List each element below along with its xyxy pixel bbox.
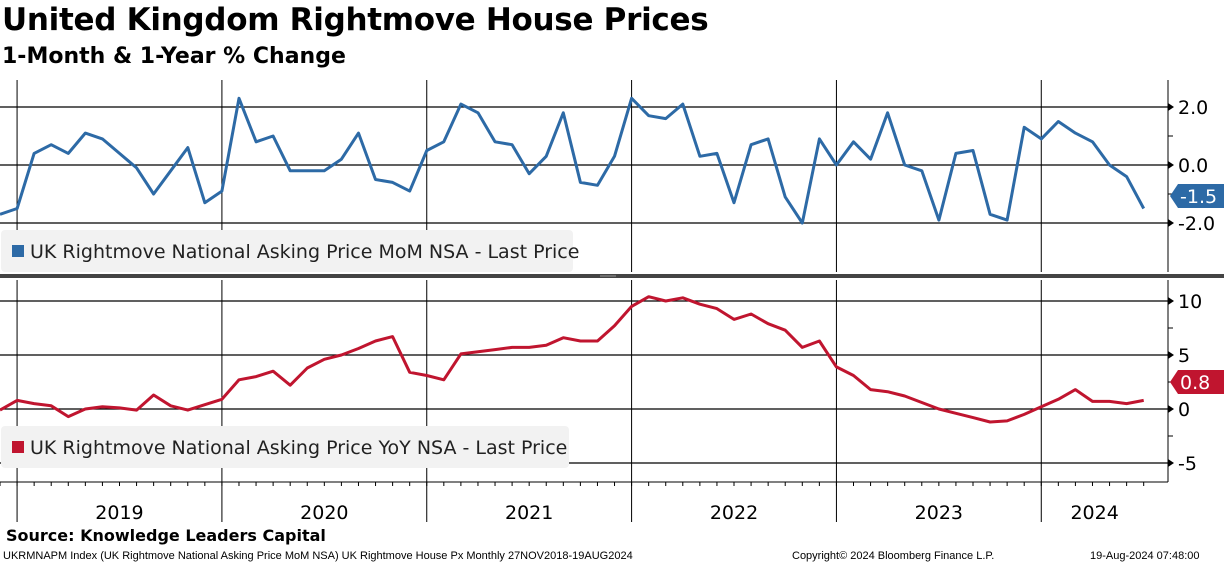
y-tick-label: 0.0 xyxy=(1178,155,1208,177)
legend-swatch xyxy=(12,245,24,257)
tick-arrow xyxy=(1168,459,1174,467)
x-year-label: 2023 xyxy=(915,502,963,524)
chart-title: United Kingdom Rightmove House Prices xyxy=(2,2,709,38)
footer-series-info: UKRMNAPM Index (UK Rightmove National As… xyxy=(3,550,633,562)
y-tick-label: 0 xyxy=(1178,399,1190,421)
x-year-label: 2021 xyxy=(505,502,553,524)
source-text: Source: Knowledge Leaders Capital xyxy=(6,526,326,545)
y-tick-label: -5 xyxy=(1178,453,1197,475)
y-tick-label: -2.0 xyxy=(1178,213,1215,235)
tick-arrow xyxy=(1168,219,1174,227)
x-year-label: 2019 xyxy=(95,502,143,524)
tick-arrow xyxy=(1168,351,1174,359)
tick-arrow xyxy=(1168,161,1174,169)
legend-label: UK Rightmove National Asking Price MoM N… xyxy=(30,241,579,263)
x-year-label: 2024 xyxy=(1070,502,1118,524)
footer-timestamp: 19-Aug-2024 07:48:00 xyxy=(1090,550,1200,562)
x-year-label: 2022 xyxy=(710,502,758,524)
footer-copyright: Copyright© 2024 Bloomberg Finance L.P. xyxy=(792,550,995,562)
y-tick-label: 2.0 xyxy=(1178,97,1208,119)
last-value-callout xyxy=(1170,370,1224,394)
last-value-callout xyxy=(1170,184,1224,208)
tick-arrow xyxy=(1168,405,1174,413)
legend-swatch xyxy=(12,441,24,453)
last-value-label: 0.8 xyxy=(1180,372,1210,394)
x-year-label: 2020 xyxy=(300,502,348,524)
tick-arrow xyxy=(1168,103,1174,111)
last-value-label: -1.5 xyxy=(1180,186,1217,208)
chart-subtitle: 1-Month & 1-Year % Change xyxy=(2,44,346,69)
series-line xyxy=(0,295,1144,424)
series-line xyxy=(0,96,1146,225)
tick-arrow xyxy=(1168,297,1174,305)
legend-box xyxy=(1,230,573,272)
legend-box xyxy=(1,426,569,468)
legend-label: UK Rightmove National Asking Price YoY N… xyxy=(30,437,567,459)
y-tick-label: 5 xyxy=(1178,345,1190,367)
y-tick-label: 10 xyxy=(1178,291,1202,313)
